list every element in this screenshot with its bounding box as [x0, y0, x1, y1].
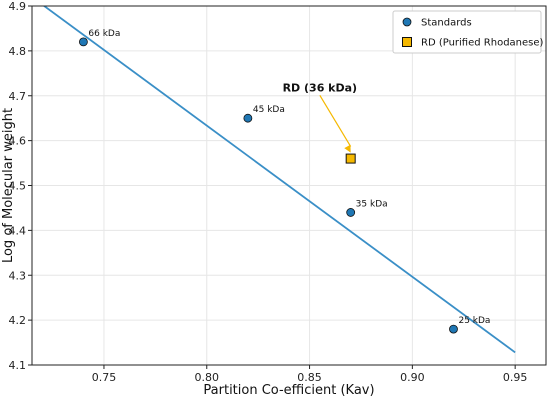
fit-line-group [42, 6, 516, 354]
rd-point [345, 153, 356, 164]
standard-point [449, 324, 458, 334]
y-tick-label: 4.3 [9, 269, 27, 282]
legend-marker-standards [402, 17, 412, 27]
y-tick-label: 4.7 [9, 90, 27, 103]
x-tick-label: 0.95 [503, 371, 528, 384]
standard-point [79, 37, 88, 47]
x-axis-title: Partition Co-efficient (Kav) [203, 383, 374, 398]
y-tick-label: 4.9 [9, 0, 27, 13]
y-tick-label: 4.5 [9, 180, 27, 193]
annotation-arrowhead [344, 144, 351, 153]
y-axis-title: Log of Molecular weight [1, 108, 16, 263]
x-tick-label: 0.90 [400, 371, 425, 384]
x-tick-label: 0.85 [297, 371, 322, 384]
legend-label: Standards [421, 18, 472, 29]
point-label: 25 kDa [458, 316, 490, 326]
y-tick-label: 4.6 [9, 135, 27, 148]
point-label: 66 kDa [88, 29, 120, 39]
y-tick-label: 4.1 [9, 359, 27, 372]
x-axis: 0.75 0.80 0.85 0.90 0.95 [92, 365, 528, 384]
annotation-label: RD (36 kDa) [283, 81, 358, 94]
x-tick-label: 0.80 [195, 371, 220, 384]
legend: Standards RD (Purified Rhodanese) [392, 10, 544, 54]
annotation-group: RD (36 kDa) [283, 81, 358, 153]
legend-box [392, 10, 542, 54]
y-tick-label: 4.2 [9, 314, 27, 327]
x-tick-label: 0.75 [92, 371, 117, 384]
points-group: 66 kDa 45 kDa 35 kDa 25 kDa [79, 29, 490, 334]
legend-marker-rd [402, 37, 412, 47]
fit-line [42, 6, 516, 354]
y-tick-label: 4.4 [9, 224, 27, 237]
standard-point [346, 208, 356, 217]
point-label: 45 kDa [253, 105, 285, 115]
annotation-arrow [319, 94, 352, 147]
standard-point [243, 113, 253, 123]
y-axis: 4.1 4.2 4.3 4.4 4.5 4.6 4.7 4.8 4.9 [9, 0, 32, 372]
point-label: 35 kDa [356, 199, 388, 209]
y-tick-label: 4.8 [9, 45, 27, 58]
legend-label: RD (Purified Rhodanese) [421, 38, 544, 49]
